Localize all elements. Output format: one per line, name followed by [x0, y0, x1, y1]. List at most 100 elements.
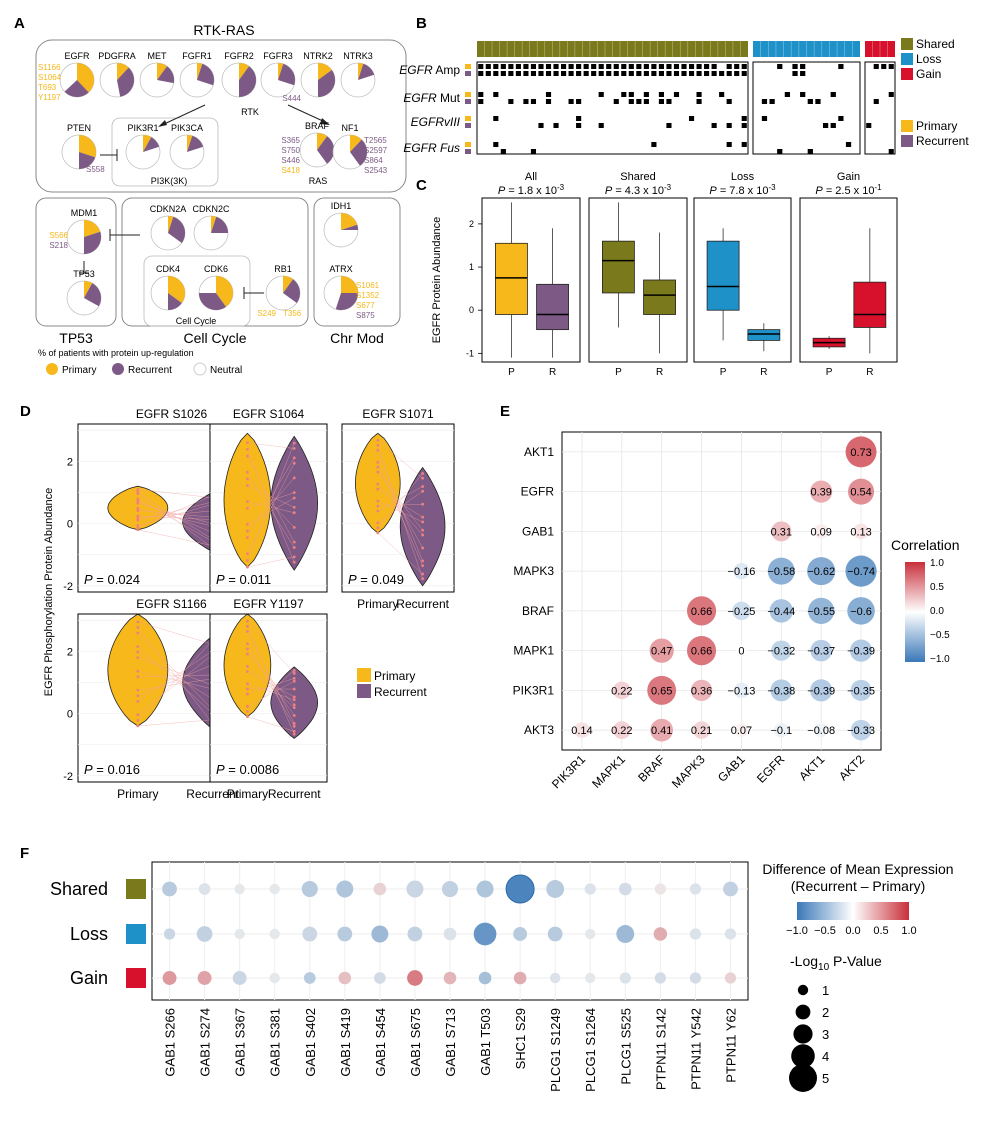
e-frame [561, 431, 882, 751]
gene-label: CDKN2A [150, 204, 187, 214]
d-point [292, 555, 296, 559]
e-cell [732, 601, 751, 621]
d-point [246, 705, 249, 708]
d-point [376, 470, 380, 474]
gene-label: PTEN [67, 123, 91, 133]
onco-cell [666, 64, 672, 69]
d-point [292, 546, 296, 549]
e-cell [612, 721, 631, 739]
d-point [421, 472, 425, 475]
pie-primary [168, 276, 185, 303]
pie-recurrent [211, 216, 228, 233]
gene-label: CDK6 [204, 264, 228, 274]
e-cell-value: −0.55 [807, 606, 835, 618]
f-bubble [407, 926, 423, 942]
e-cell-value: 0.13 [850, 526, 871, 538]
onco-cell [628, 92, 634, 97]
f-bubble [546, 880, 565, 898]
arrow-rtk-pi3k [161, 104, 206, 126]
f-bubble [585, 972, 596, 984]
onco-cell [621, 92, 627, 97]
e-row-label: GAB1 [522, 524, 554, 538]
e-cell-value: −0.62 [807, 566, 835, 578]
onco-cell [636, 64, 642, 69]
e-cell-value: −0.6 [850, 606, 872, 618]
f-bubble [473, 922, 497, 946]
e-cell-value: 0.36 [691, 685, 712, 697]
d-pair-line [377, 500, 423, 523]
onco-cell [561, 64, 567, 69]
chrmod-frame [313, 197, 401, 327]
pie-primary [283, 276, 293, 293]
d-pair-line [247, 666, 295, 708]
site-label: Y1197 [38, 93, 61, 102]
gene-label: NTRK2 [303, 51, 333, 61]
e-col-label: MAPK1 [589, 752, 628, 791]
d-point [246, 522, 249, 526]
onco-cell [508, 64, 514, 69]
e-cell-value: −0.39 [847, 646, 875, 658]
pi3k-label: PI3K(3K) [151, 176, 188, 186]
d-point [376, 465, 380, 469]
f-bubble [547, 926, 563, 942]
e-cell [769, 599, 794, 623]
onco-cell [598, 64, 604, 69]
e-cell-value: 0.09 [810, 526, 831, 538]
gene-fgfr3: FGFR3 [260, 51, 296, 98]
d-ytick: 2 [67, 646, 73, 658]
d-point [292, 441, 296, 445]
f-col-label: PLCG1 S1264 [583, 1008, 598, 1092]
onco-legend-swatch [901, 38, 913, 50]
f-col-label: PTPN11 Y62 [723, 1008, 738, 1083]
gene-pten: PTEN [61, 123, 97, 170]
f-bubble [234, 928, 245, 940]
d-point [376, 499, 380, 503]
d-point [136, 631, 140, 635]
onco-cell [666, 99, 672, 104]
site-label: S1061 [356, 281, 380, 290]
d-pair-line [247, 626, 295, 735]
c-ytick: 1 [469, 262, 474, 272]
onco-cell [643, 99, 649, 104]
onco-row-label: EGFRvIII [411, 115, 461, 129]
d-pvalue: P = 0.024 [84, 572, 140, 587]
f-bubble [478, 971, 492, 985]
onco-cell [493, 92, 499, 97]
f-bubble [689, 928, 702, 940]
e-col-label: PIK3R1 [549, 752, 588, 791]
f-size-tick: 4 [822, 1049, 829, 1064]
f-bubble [723, 881, 738, 897]
onco-cell [666, 123, 672, 128]
d-point [136, 713, 140, 717]
group-bar-0 [477, 41, 748, 57]
d-point [136, 492, 140, 496]
d-pair-line [247, 497, 295, 525]
d-point [421, 533, 425, 537]
gene-rb1: RB1 [265, 264, 301, 311]
onco-cell [741, 64, 747, 69]
d-pvalue: P = 0.0086 [216, 762, 279, 777]
d-point [292, 676, 296, 680]
gene-label: FGFR1 [182, 51, 212, 61]
f-row-label: Gain [70, 968, 108, 988]
gene-met: MET [139, 51, 175, 98]
e-cell [845, 436, 877, 468]
gene-label: MET [148, 51, 168, 61]
onco-cell [734, 64, 740, 69]
d-pair-line [247, 457, 295, 538]
onco-cell [845, 142, 852, 147]
f-bubble [505, 874, 535, 904]
f-size-tick: 5 [822, 1071, 829, 1086]
d-point [292, 540, 296, 544]
d-pair-line [137, 510, 213, 518]
gene-idh1: IDH1 [323, 201, 359, 248]
onco-cell [800, 64, 806, 69]
onco-cell [822, 123, 829, 128]
d-xtick: Primary [227, 787, 268, 801]
d-xtick: Primary [117, 787, 158, 801]
e-col-label: BRAF [635, 752, 668, 785]
gene-label: PIK3CA [171, 123, 203, 133]
d-point [421, 476, 425, 480]
site-label: T356 [283, 309, 302, 318]
onco-cell [696, 92, 702, 97]
